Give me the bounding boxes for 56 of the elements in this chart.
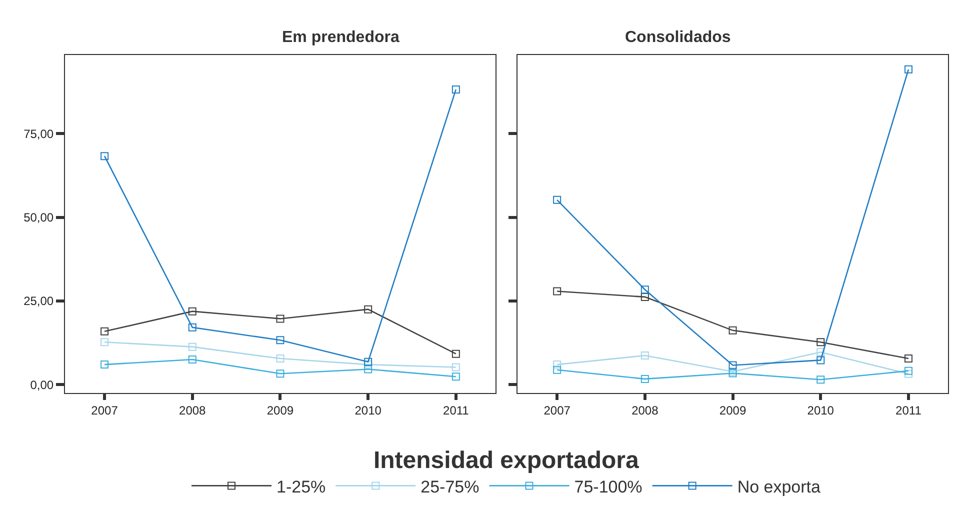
point <box>728 326 737 334</box>
x-tick-label: 2010 <box>807 403 834 418</box>
point <box>188 342 196 351</box>
point <box>276 370 284 378</box>
point <box>904 65 912 74</box>
x-tick-label: 2008 <box>632 403 659 418</box>
legend-label: 1-25% <box>276 477 326 496</box>
point <box>816 348 825 356</box>
legend-label: No exporta <box>737 477 822 496</box>
x-tick-label: 2011 <box>443 403 470 418</box>
point <box>100 338 109 346</box>
point <box>904 354 912 363</box>
x-tick-label: 2007 <box>544 403 571 418</box>
point <box>452 85 460 94</box>
x-tick-label: 2011 <box>896 403 922 418</box>
point <box>553 196 562 204</box>
y-tick-label: 50,00 <box>24 210 54 225</box>
point <box>553 287 562 296</box>
point <box>100 327 109 336</box>
legend-title: Intensidad exportadora <box>373 447 640 474</box>
point <box>553 360 562 369</box>
point <box>452 363 460 372</box>
x-tick-label: 2010 <box>354 403 382 418</box>
point <box>452 350 460 358</box>
point <box>816 338 825 346</box>
chart-title: Em prendedora <box>282 29 400 46</box>
y-tick-label: 75,00 <box>24 126 54 141</box>
point <box>728 361 737 370</box>
point <box>640 374 649 383</box>
point <box>640 352 649 360</box>
x-tick-label: 2008 <box>179 403 206 418</box>
point <box>276 354 284 363</box>
point <box>276 336 284 344</box>
x-tick-label: 2007 <box>91 403 118 418</box>
point <box>904 366 912 375</box>
x-tick-label: 2009 <box>719 403 746 418</box>
y-tick-label: 0,00 <box>30 378 54 392</box>
point <box>100 360 109 369</box>
point <box>640 292 649 301</box>
point <box>188 307 196 316</box>
point <box>553 366 562 374</box>
point <box>816 356 825 364</box>
legend-label: 75-100% <box>574 477 642 496</box>
point <box>100 152 109 160</box>
point <box>816 376 825 384</box>
point <box>188 356 196 364</box>
point <box>452 372 460 381</box>
y-tick-label: 25,00 <box>24 294 54 308</box>
x-tick-label: 2009 <box>266 403 294 418</box>
point <box>364 358 372 366</box>
point <box>188 323 196 332</box>
chart-title: Consolidados <box>625 29 731 46</box>
legend-label: 25-75% <box>420 477 480 496</box>
point <box>276 314 284 323</box>
point <box>364 305 372 314</box>
point <box>640 286 649 294</box>
